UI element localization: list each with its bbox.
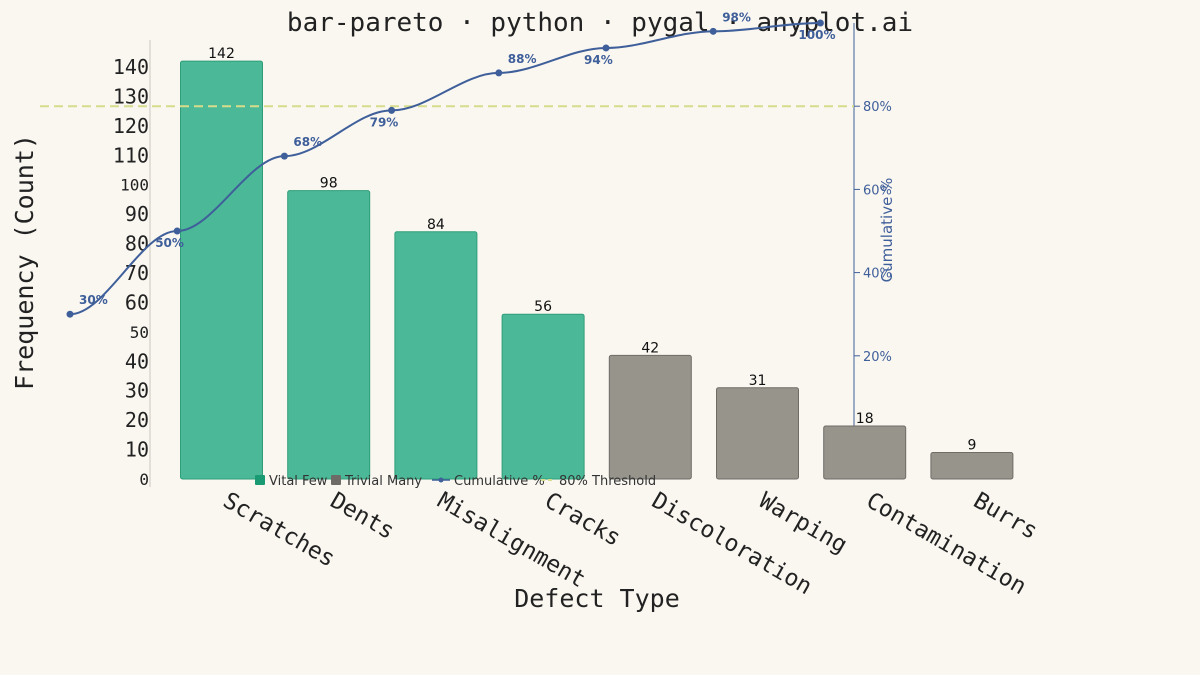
x-tick-label: Dents [326,488,399,545]
y-tick-label: 50 [130,323,149,342]
bar-series: 142 98 84 56 42 31 18 9 [180,46,1014,480]
bar [823,425,907,480]
legend-label: Cumulative % [454,474,545,489]
cumulative-point [602,44,610,52]
cumulative-point [495,69,503,77]
y-tick-label: 60 [125,290,149,314]
y-tick-label: 20 [125,408,149,432]
x-axis-label: Defect Type [514,584,680,613]
legend-swatch-vital [255,475,265,485]
cumulative-point [816,19,824,27]
y-tick-label: 80 [125,232,149,256]
legend-label: 80% Threshold [559,474,656,489]
bar-value-label: 9 [967,438,976,454]
cumulative-label: 94% [584,53,613,67]
cumulative-point [280,152,288,160]
y2-tick-label: 60% [863,183,892,198]
y-tick-label: 120 [113,114,149,138]
bar-value-label: 42 [641,340,659,356]
bar [501,313,585,480]
x-tick-label: Scratches [219,488,340,573]
bar-value-label: 31 [749,373,767,389]
bar-value-label: 142 [208,46,235,62]
x-tick-label: Warping [755,488,852,559]
cumulative-point [173,227,181,235]
bar-value-label: 18 [856,411,874,427]
cumulative-label: 88% [508,52,537,66]
y2-tick-label: 80% [863,100,892,115]
cumulative-label: 79% [370,115,399,129]
y-tick-label: 0 [139,470,149,489]
legend-label: Vital Few [269,474,328,489]
cumulative-label: 98% [722,10,751,24]
cumulative-point [66,310,74,318]
legend-swatch-trivial [331,475,341,485]
bar [716,387,799,480]
cumulative-point [388,106,396,114]
bar [287,190,371,480]
legend-swatch-marker [438,477,444,483]
y2-axis-label: Cumulative % [878,178,896,283]
y2-tick-label: 20% [863,350,892,365]
y-tick-label: 130 [113,84,149,108]
y-axis-label: Frequency (Count) [10,134,39,390]
bar [930,452,1014,480]
bar [394,231,478,480]
bar [180,60,263,480]
bar-value-label: 84 [427,217,445,233]
y-tick-label: 10 [125,438,149,462]
bar-value-label: 98 [320,176,338,192]
x-tick-label: Cracks [540,488,625,552]
cumulative-label: 100% [798,28,835,42]
y-tick-label: 40 [125,349,149,373]
cumulative-point [709,27,717,35]
bar [608,354,692,480]
y-tick-label: 70 [125,261,149,285]
y2-tick-label: 40% [863,267,892,282]
y-tick-label: 100 [120,176,149,195]
y-tick-label: 110 [113,143,149,167]
cumulative-label: 50% [155,236,184,250]
y-tick-label: 30 [125,379,149,403]
x-tick-label: Burrs [969,488,1042,545]
cumulative-series: 30% 50% 68% 79% 88% 94% 98% 100% [66,10,835,318]
y-tick-label: 140 [113,55,149,79]
cumulative-label: 30% [79,293,108,307]
y-tick-label: 90 [125,202,149,226]
legend: Vital Few Trivial Many Cumulative % 80% Thr… [255,474,656,489]
bar-value-label: 56 [534,299,552,315]
legend-label: Trivial Many [344,474,422,489]
cumulative-label: 68% [293,135,322,149]
